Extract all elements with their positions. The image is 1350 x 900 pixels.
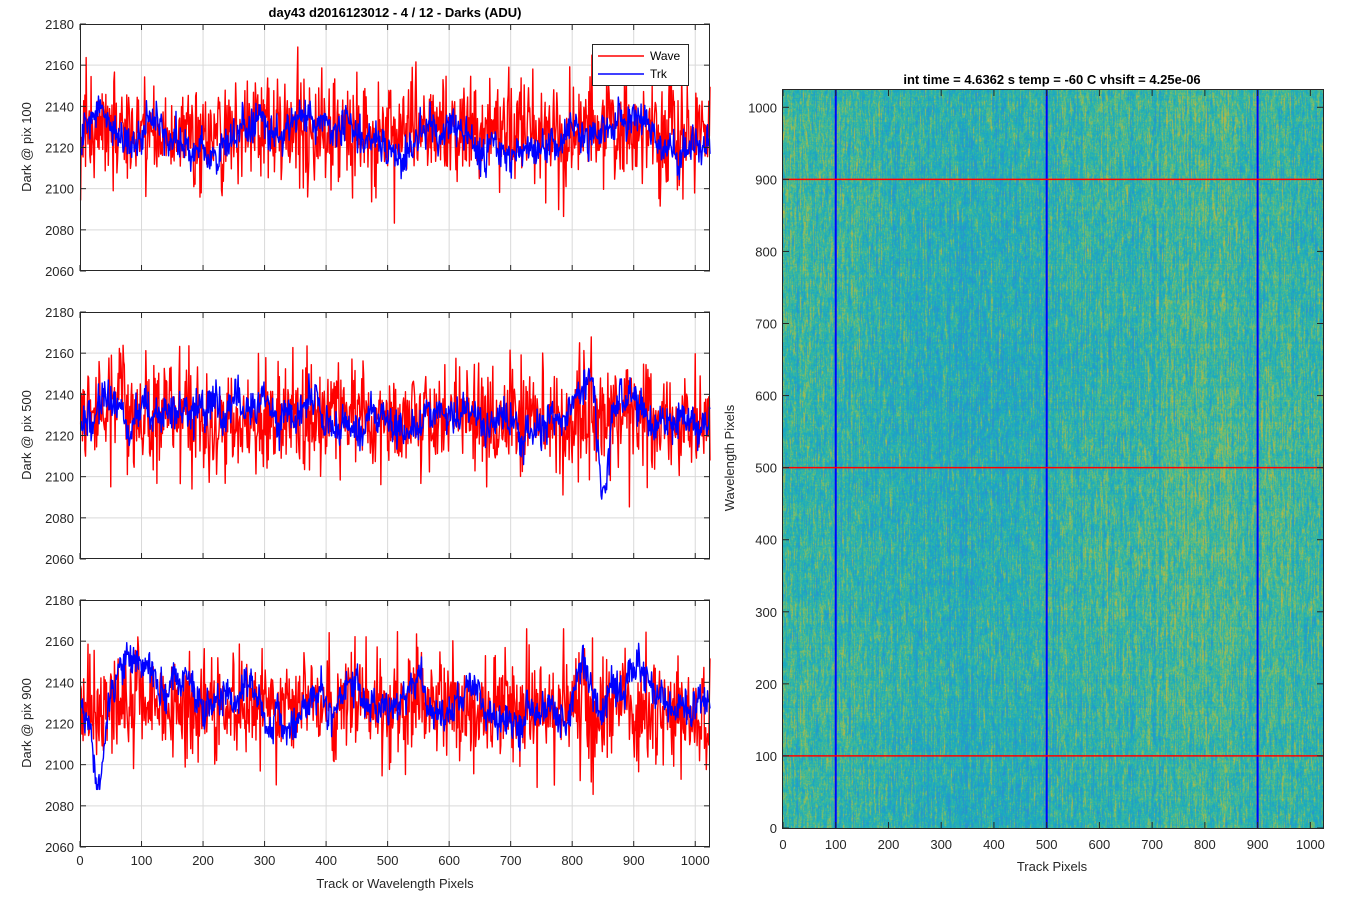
ticks: 0 100 200 300 400 500 600 700 800 900 1000 2060 2080… <box>45 593 710 868</box>
x-tick-label: 0 <box>76 853 83 868</box>
y-axis-label: Wavelength Pixels <box>722 404 737 511</box>
y-tick-label: 2100 <box>45 470 74 485</box>
series-trk <box>79 641 711 791</box>
y-tick-label: 2180 <box>45 17 74 32</box>
x-tick-label: 200 <box>878 837 900 852</box>
series-trk <box>80 95 711 181</box>
series-lines <box>79 336 711 508</box>
x-tick-label: 400 <box>315 853 337 868</box>
y-tick-label: 100 <box>755 749 777 764</box>
reference-lines <box>783 90 1323 828</box>
x-tick-label: 600 <box>1089 837 1111 852</box>
heatmap-image <box>783 90 1323 828</box>
x-axis-label: Track Pixels <box>1017 859 1088 874</box>
series-trk <box>79 367 711 500</box>
y-tick-label: 200 <box>755 677 777 692</box>
x-tick-label: 300 <box>930 837 952 852</box>
y-tick-label: 2120 <box>45 141 74 156</box>
y-tick-label: 2180 <box>45 305 74 320</box>
y-tick-label: 2080 <box>45 223 74 238</box>
ticks: 0 100 200 300 400 500 600 700 800 900 1000 0 100 200 3… <box>748 90 1325 852</box>
y-tick-label: 2160 <box>45 346 74 361</box>
x-tick-label: 200 <box>192 853 214 868</box>
y-tick-label: 2100 <box>45 758 74 773</box>
y-tick-label: 2160 <box>45 58 74 73</box>
x-tick-label: 700 <box>1141 837 1163 852</box>
y-axis-label: Dark @ pix 900 <box>19 678 34 768</box>
y-tick-label: 0 <box>770 821 777 836</box>
chart-title: day43 d2016123012 - 4 / 12 - Darks (ADU) <box>269 5 522 20</box>
y-tick-label: 2140 <box>45 387 74 402</box>
y-tick-label: 2080 <box>45 511 74 526</box>
y-tick-label: 2120 <box>45 429 74 444</box>
y-tick-label: 2060 <box>45 264 74 279</box>
y-tick-label: 300 <box>755 605 777 620</box>
x-tick-label: 500 <box>377 853 399 868</box>
legend: Wave Trk <box>592 44 689 86</box>
series-lines <box>79 46 711 224</box>
y-tick-label: 800 <box>755 244 777 259</box>
x-tick-label: 900 <box>623 853 645 868</box>
x-tick-label: 800 <box>561 853 583 868</box>
y-tick-label: 2100 <box>45 182 74 197</box>
x-tick-label: 800 <box>1194 837 1216 852</box>
x-tick-label: 700 <box>500 853 522 868</box>
y-axis-label: Dark @ pix 100 <box>19 102 34 192</box>
line-plot-pix-100: day43 d2016123012 - 4 / 12 - Darks (ADU)… <box>19 5 711 279</box>
y-tick-label: 2060 <box>45 840 74 855</box>
line-plot-pix-500: Dark @ pix 500 2060208021002120214021602… <box>19 305 711 567</box>
y-axis-label: Dark @ pix 500 <box>19 390 34 480</box>
y-tick-label: 700 <box>755 317 777 332</box>
heatmap-panel: int time = 4.6362 s temp = -60 C vhsift … <box>722 72 1325 874</box>
y-tick-label: 2160 <box>45 634 74 649</box>
x-tick-label: 100 <box>825 837 847 852</box>
x-tick-label: 1000 <box>681 853 710 868</box>
x-axis-label: Track or Wavelength Pixels <box>316 876 474 891</box>
y-tick-label: 900 <box>755 172 777 187</box>
series-lines <box>79 628 711 796</box>
x-tick-label: 0 <box>779 837 786 852</box>
y-tick-label: 1000 <box>748 100 777 115</box>
x-tick-label: 300 <box>254 853 276 868</box>
line-plot-pix-900: Dark @ pix 900 Track or Wavelength Pixel… <box>19 593 711 891</box>
x-tick-label: 100 <box>131 853 153 868</box>
legend-box <box>592 44 689 86</box>
y-tick-label: 400 <box>755 533 777 548</box>
x-tick-label: 600 <box>438 853 460 868</box>
heatmap-title: int time = 4.6362 s temp = -60 C vhsift … <box>903 72 1200 87</box>
y-tick-label: 2180 <box>45 593 74 608</box>
y-tick-label: 2060 <box>45 552 74 567</box>
legend-label-wave: Wave <box>650 49 681 63</box>
legend-label-trk: Trk <box>650 67 668 81</box>
ticks: 2060 2080 2100 2120 2140 2160 2180 <box>45 17 710 279</box>
y-tick-label: 2140 <box>45 675 74 690</box>
y-tick-label: 500 <box>755 461 777 476</box>
y-tick-label: 2140 <box>45 99 74 114</box>
x-tick-label: 400 <box>983 837 1005 852</box>
y-tick-label: 600 <box>755 389 777 404</box>
x-tick-label: 900 <box>1247 837 1269 852</box>
x-tick-label: 500 <box>1036 837 1058 852</box>
axes-box <box>782 89 1324 829</box>
y-tick-label: 2080 <box>45 799 74 814</box>
ticks: 2060 2080 2100 2120 2140 2160 2180 <box>45 305 710 567</box>
y-tick-label: 2120 <box>45 717 74 732</box>
x-tick-label: 1000 <box>1296 837 1325 852</box>
